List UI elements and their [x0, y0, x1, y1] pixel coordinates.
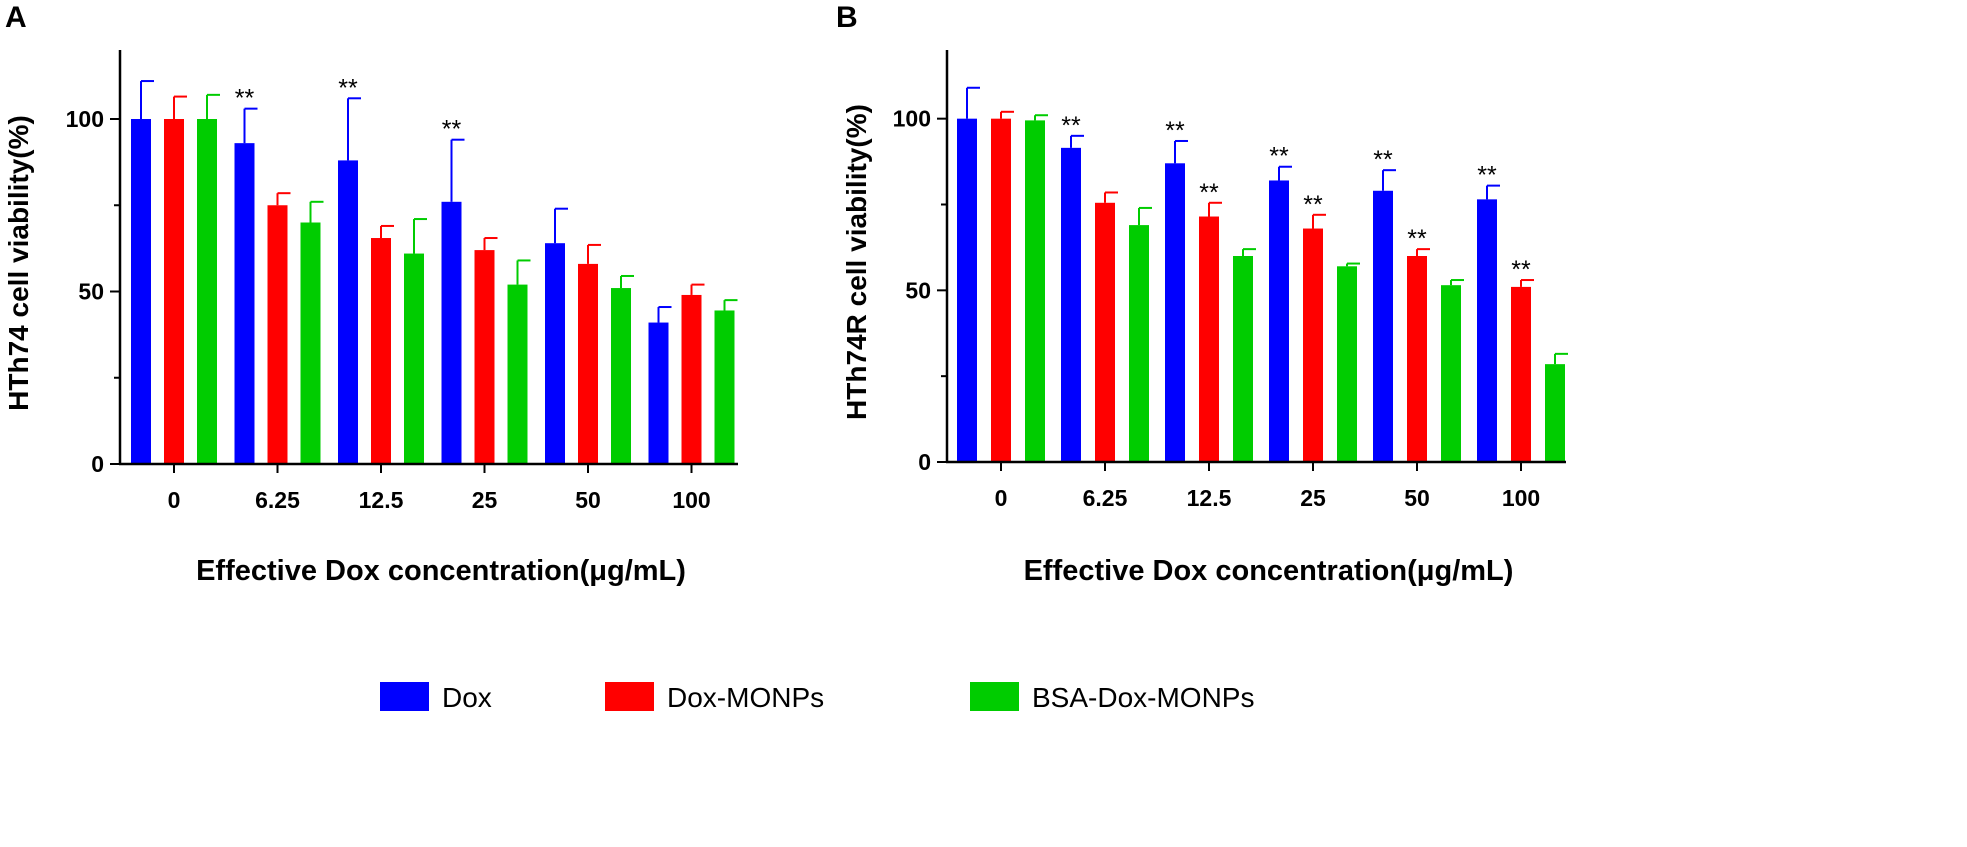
- panel-b-bar: [991, 118, 1011, 463]
- panel-b-bar: [1441, 285, 1461, 462]
- panel-b-bar: [1095, 202, 1115, 463]
- panel-a-bar: [338, 160, 358, 464]
- panel-b-bar: [1129, 225, 1149, 462]
- panel-a-bar: [404, 253, 424, 464]
- panel-b-x-tick-label: 25: [1300, 485, 1326, 511]
- panel-b-bar: [1269, 180, 1289, 462]
- legend-swatch-dox: [380, 682, 429, 711]
- panel-b-bar: [1337, 266, 1357, 462]
- panel-a-bar: [714, 310, 735, 464]
- panel-a-bar: [300, 222, 321, 464]
- panel-a-x-tick-label: 6.25: [255, 487, 300, 513]
- panel-a-bar: [648, 322, 669, 464]
- panel-b-bar: [1545, 364, 1565, 462]
- panel-a-label: A: [5, 1, 27, 34]
- panel-b-bar: [1233, 256, 1253, 462]
- panel-a-bar: [611, 288, 631, 464]
- panel-b-y-tick-label: 100: [893, 106, 931, 132]
- panel-a-x-tick-label: 25: [472, 487, 498, 513]
- panel-a-x-tick-label: 12.5: [359, 487, 404, 513]
- panel-a-y-tick-label: 50: [78, 279, 104, 305]
- panel-a-x-tick-label: 0: [168, 487, 181, 513]
- panel-a-significance-mark: **: [338, 74, 358, 102]
- panel-b-bar: [1199, 216, 1219, 462]
- panel-b-bar: [1303, 228, 1323, 462]
- panel-b-significance-mark: **: [1165, 117, 1185, 145]
- panel-b-significance-mark: **: [1373, 146, 1393, 174]
- panel-b-y-tick-label: 50: [905, 277, 931, 303]
- panel-a-bar: [578, 263, 598, 464]
- panel-a-bar: [131, 119, 151, 464]
- panel-a-bar: [545, 243, 565, 464]
- panel-a-y-tick-label: 100: [66, 106, 104, 132]
- panel-a-significance-mark: **: [235, 85, 255, 113]
- panel-a-x-axis-label: Effective Dox concentration(μg/mL): [196, 555, 686, 587]
- panel-a-x-tick-label: 50: [575, 487, 601, 513]
- panel-a-bar: [371, 238, 391, 464]
- panel-b-x-tick-label: 6.25: [1083, 485, 1128, 511]
- panel-b-significance-mark: **: [1269, 143, 1289, 171]
- panel-a-x-tick-label: 100: [672, 487, 710, 513]
- legend-label-bsa-dox-monps: BSA-Dox-MONPs: [1032, 682, 1254, 713]
- legend-label-dox: Dox: [442, 682, 492, 713]
- legend-swatch-dox-monps: [605, 682, 654, 711]
- panel-b-bar: [1407, 256, 1427, 462]
- panel-a-bar: [197, 119, 217, 464]
- panel-b-bar: [1025, 120, 1045, 462]
- panel-b-bar: [1373, 190, 1393, 462]
- panel-b-chart: B 0 ** 6.25 ** ** 12.5 ** ** 25 ** ** 50 ** ** 100 0 50 10…: [836, 1, 1568, 587]
- panel-b-x-tick-label: 100: [1502, 485, 1540, 511]
- panel-a-bar: [234, 143, 255, 464]
- panel-b-y-tick-label: 0: [918, 449, 931, 475]
- panel-b-y-axis-label: HTh74R cell viability(%): [841, 104, 872, 420]
- panel-b-label: B: [836, 1, 858, 34]
- legend-swatch-bsa-dox-monps: [970, 682, 1019, 711]
- legend: Dox Dox-MONPs BSA-Dox-MONPs: [380, 682, 1254, 713]
- panel-a-chart: A 0 ** 6.25 ** 12.5 ** 25 50 100 0 50 100 HTh74 cell …: [3, 1, 738, 587]
- panel-b-bar: [957, 118, 977, 463]
- panel-a-bar: [441, 201, 462, 465]
- panel-a-significance-mark: **: [442, 116, 462, 144]
- panel-b-bar: [1165, 163, 1185, 463]
- panel-b-significance-mark: **: [1511, 256, 1531, 284]
- panel-b-significance-mark: **: [1199, 179, 1219, 207]
- panel-b-x-tick-label: 50: [1404, 485, 1430, 511]
- panel-b-significance-mark: **: [1477, 162, 1497, 190]
- panel-a-bar: [681, 294, 702, 464]
- panel-b-bar: [1061, 147, 1081, 462]
- panel-b-significance-mark: **: [1303, 191, 1323, 219]
- panel-b-bar: [1477, 199, 1497, 462]
- panel-a-y-axis-label: HTh74 cell viability(%): [3, 115, 34, 411]
- panel-a-bar: [267, 205, 288, 464]
- panel-b-bar: [1511, 286, 1531, 462]
- panel-b-x-tick-label: 0: [995, 485, 1008, 511]
- panel-a-bar: [474, 250, 495, 464]
- panel-a-bar: [164, 119, 184, 464]
- legend-label-dox-monps: Dox-MONPs: [667, 682, 824, 713]
- panel-b-significance-mark: **: [1407, 225, 1427, 253]
- panel-b-significance-mark: **: [1061, 112, 1081, 140]
- panel-a-y-tick-label: 0: [91, 451, 104, 477]
- panel-b-x-axis-label: Effective Dox concentration(μg/mL): [1024, 555, 1514, 587]
- panel-b-x-tick-label: 12.5: [1187, 485, 1232, 511]
- panel-a-bar: [507, 284, 528, 464]
